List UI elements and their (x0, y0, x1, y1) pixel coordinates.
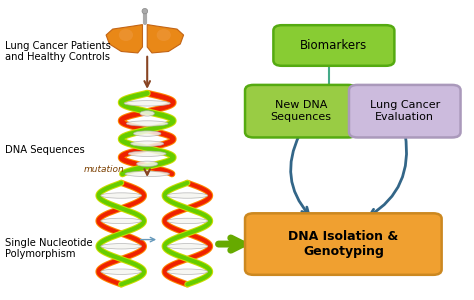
Text: Lung Cancer Patients
and Healthy Controls: Lung Cancer Patients and Healthy Control… (5, 41, 111, 62)
Ellipse shape (167, 244, 208, 249)
Text: Biomarkers: Biomarkers (300, 39, 367, 52)
Text: Lung Cancer
Evaluation: Lung Cancer Evaluation (370, 100, 440, 122)
Ellipse shape (167, 193, 208, 198)
Ellipse shape (127, 121, 168, 126)
Ellipse shape (142, 8, 148, 14)
Ellipse shape (167, 218, 208, 224)
Ellipse shape (101, 193, 142, 198)
Ellipse shape (131, 141, 164, 146)
FancyBboxPatch shape (245, 213, 442, 275)
Ellipse shape (124, 101, 170, 106)
Polygon shape (106, 25, 143, 53)
Ellipse shape (125, 171, 169, 177)
Ellipse shape (101, 269, 142, 274)
Ellipse shape (101, 218, 142, 224)
Ellipse shape (156, 29, 171, 41)
Ellipse shape (140, 111, 155, 116)
Text: DNA Isolation &
Genotyping: DNA Isolation & Genotyping (288, 230, 399, 258)
FancyBboxPatch shape (273, 25, 394, 66)
Text: mutation: mutation (83, 165, 124, 174)
FancyBboxPatch shape (245, 85, 356, 137)
Ellipse shape (128, 151, 166, 156)
Ellipse shape (101, 244, 142, 249)
Ellipse shape (119, 29, 133, 41)
Text: Single Nucleotide
Polymorphism: Single Nucleotide Polymorphism (5, 238, 93, 259)
FancyBboxPatch shape (349, 85, 461, 137)
Ellipse shape (167, 269, 208, 274)
Ellipse shape (134, 131, 161, 136)
Ellipse shape (137, 161, 158, 167)
Polygon shape (147, 25, 183, 53)
Text: New DNA
Sequences: New DNA Sequences (270, 100, 331, 122)
Text: DNA Sequences: DNA Sequences (5, 145, 85, 155)
